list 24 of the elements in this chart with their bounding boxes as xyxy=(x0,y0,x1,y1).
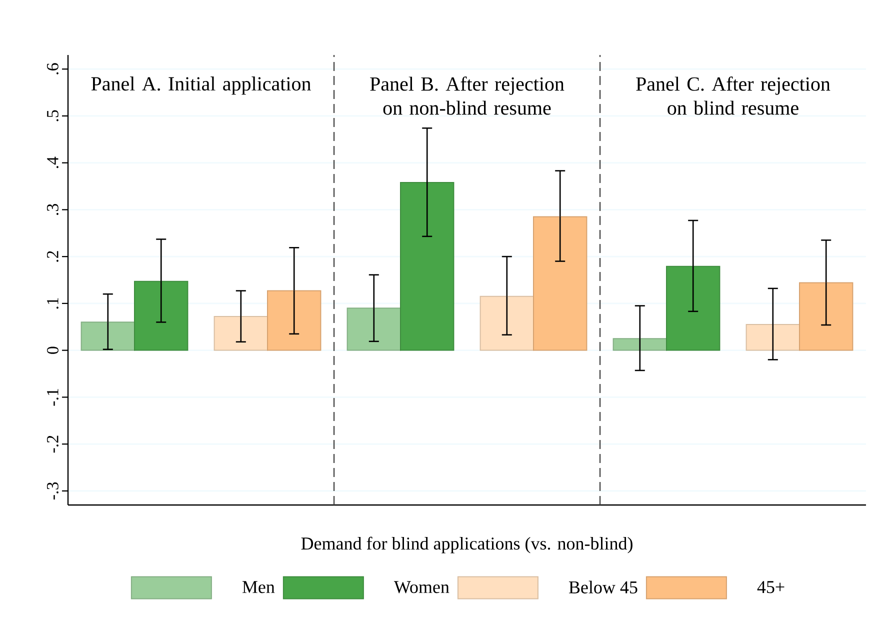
y-tick-label: -.3 xyxy=(46,482,58,500)
bar xyxy=(612,338,667,351)
y-tick-label: .6 xyxy=(46,63,58,74)
x-tick-label: Panel C. After rejection on blind resume xyxy=(636,76,830,115)
y-tick-label: -.2 xyxy=(46,436,58,453)
x-axis-title: Demand for blind applications (vs. non-blind) xyxy=(301,536,632,554)
y-tick-label: .1 xyxy=(47,298,58,309)
y-tick-label: .5 xyxy=(47,110,58,122)
legend-label: Below 45 xyxy=(568,580,638,594)
legend-label: Men xyxy=(242,581,275,594)
y-tick-label: .3 xyxy=(46,204,58,215)
y-tick-label: 0 xyxy=(47,346,58,354)
legend-label: Women xyxy=(394,581,450,594)
bar xyxy=(80,322,136,351)
bar xyxy=(400,182,454,351)
bar xyxy=(533,216,588,351)
y-tick-label: .2 xyxy=(46,251,58,262)
y-tick-label: .4 xyxy=(47,156,58,168)
y-tick-label: -.1 xyxy=(47,388,58,406)
bar xyxy=(746,324,800,351)
x-tick-label: Panel A. Initial application xyxy=(91,76,311,95)
legend-label: 45+ xyxy=(757,581,784,594)
x-tick-label: Panel B. After rejection on non-blind resume xyxy=(370,76,564,115)
bar xyxy=(214,316,268,351)
